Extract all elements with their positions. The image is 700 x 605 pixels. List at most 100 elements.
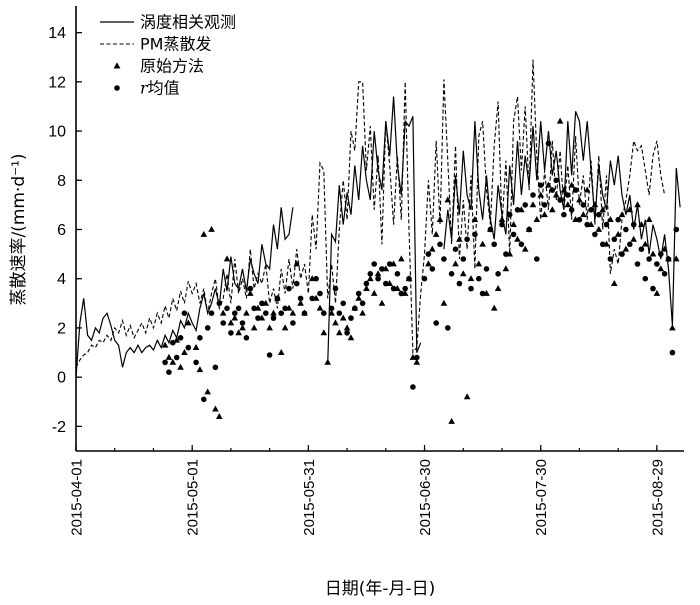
x-tick-label: 2015-05-01 (185, 459, 202, 536)
x-axis-title: 日期(年-月-日) (325, 579, 436, 599)
r-mean-point (344, 330, 350, 336)
original-method-point (657, 265, 665, 272)
r-mean-point (642, 275, 649, 282)
r-mean-point (247, 285, 254, 292)
original-method-point (293, 260, 301, 267)
original-method-point (347, 334, 355, 341)
original-method-point (324, 358, 332, 365)
r-mean-point (460, 256, 467, 262)
original-method-point (529, 201, 537, 208)
original-method-point (281, 324, 289, 331)
r-mean-point (235, 305, 242, 312)
r-mean-point (371, 261, 378, 267)
series-4 (162, 140, 680, 403)
r-mean-point (603, 221, 610, 228)
original-method-point (378, 299, 386, 306)
r-mean-point (278, 310, 285, 317)
r-mean-point (448, 271, 455, 277)
original-method-point (626, 206, 634, 213)
original-method-point (219, 309, 227, 316)
r-mean-point (468, 285, 474, 292)
r-mean-point (410, 384, 416, 390)
original-method-point (328, 309, 335, 316)
original-method-point (649, 250, 657, 257)
original-method-point (580, 211, 587, 218)
r-mean-point (212, 364, 219, 371)
r-mean-point (665, 256, 672, 262)
r-mean-point (263, 310, 269, 317)
r-mean-point (584, 221, 590, 228)
original-method-point (556, 117, 564, 124)
original-method-point (568, 181, 575, 188)
legend-item-1: 涡度相关观测 (100, 13, 236, 32)
original-method-point (638, 220, 645, 227)
original-method-point (634, 201, 641, 208)
original-method-point (177, 363, 184, 370)
original-method-point (367, 275, 374, 282)
original-method-point (231, 314, 239, 321)
r-mean-point (208, 310, 215, 317)
r-mean-point (297, 295, 304, 302)
r-mean-point (313, 275, 319, 282)
r-mean-point (437, 241, 443, 248)
original-method-point (235, 329, 242, 336)
r-mean-point (561, 211, 567, 218)
y-tick-label: 4 (57, 271, 66, 288)
r-mean-point (386, 261, 393, 267)
r-mean-point (553, 177, 559, 184)
original-method-point (440, 299, 448, 306)
original-method-point (514, 235, 521, 242)
r-mean-point (545, 140, 552, 147)
r-mean-point (530, 192, 536, 198)
original-method-point (618, 211, 626, 218)
original-method-point (552, 191, 560, 198)
r-mean-point (607, 256, 614, 262)
original-method-point (413, 358, 421, 365)
r-mean-point (398, 290, 405, 297)
r-mean-point (599, 241, 606, 248)
x-tick-label: 2015-08-29 (649, 459, 666, 536)
r-mean-point (592, 231, 598, 238)
original-method-point (289, 309, 297, 316)
legend-item-4: r均值 (114, 79, 180, 98)
original-method-point (595, 225, 603, 232)
original-method-point (277, 348, 285, 355)
r-mean-point (224, 305, 230, 312)
original-method-point (343, 324, 351, 331)
pm-evapotranspiration-line (75, 59, 666, 368)
original-method-point (549, 206, 556, 213)
r-mean-point (348, 315, 354, 321)
r-mean-point (456, 280, 463, 287)
original-method-point (359, 309, 366, 316)
original-method-point (239, 324, 246, 331)
r-mean-point (421, 275, 428, 282)
y-tick-label: 8 (57, 173, 66, 190)
original-method-point (316, 304, 324, 311)
original-method-point (672, 255, 680, 262)
original-method-point (200, 230, 208, 237)
r-mean-point (503, 251, 509, 257)
x-tick-label: 2015-06-30 (417, 459, 434, 536)
original-method-point (521, 245, 529, 252)
r-mean-point (433, 320, 440, 326)
r-mean-point (634, 261, 641, 267)
y-tick-label: 14 (48, 25, 66, 42)
r-mean-point (406, 275, 412, 282)
r-mean-point (367, 271, 374, 277)
legend-label: 原始方法 (140, 57, 204, 76)
r-mean-point (336, 310, 343, 317)
r-mean-point (317, 290, 323, 297)
legend-item-2: PM蒸散发 (100, 35, 211, 54)
r-mean-point (646, 256, 652, 262)
r-mean-point (425, 251, 432, 257)
original-method-point (223, 255, 231, 262)
r-mean-point (220, 320, 226, 326)
r-mean-point (541, 202, 548, 208)
r-mean-point (549, 187, 556, 193)
original-method-point (208, 225, 215, 232)
original-method-point (425, 260, 432, 267)
y-tick-label: 10 (48, 124, 66, 141)
r-mean-point (383, 280, 389, 287)
original-method-point (332, 319, 339, 326)
